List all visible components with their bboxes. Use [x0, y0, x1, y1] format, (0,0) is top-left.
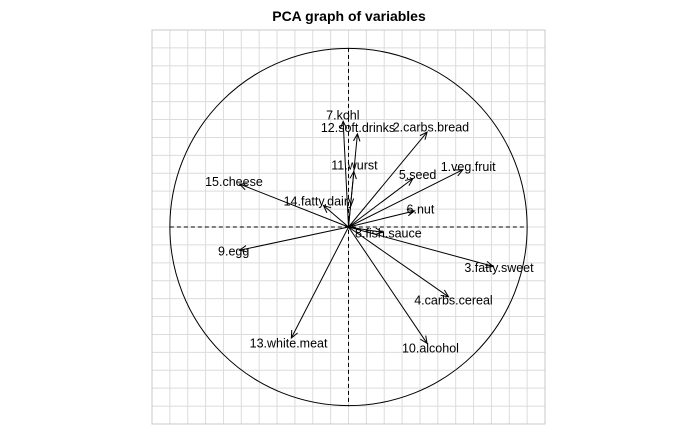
arrow-carbs-cereal — [348, 226, 449, 298]
label-fatty-sweet: 3.fatty.sweet — [464, 261, 534, 275]
arrow-fatty-sweet — [348, 226, 494, 267]
chart-title: PCA graph of variables — [272, 8, 426, 24]
arrowhead-egg — [238, 245, 248, 253]
arrowhead-cheese — [238, 183, 248, 191]
label-soft-drinks: 12.soft.drinks — [321, 121, 395, 135]
label-kohl: 7.kohl — [326, 108, 359, 122]
label-carbs-bread: 2.carbs.bread — [393, 120, 469, 134]
arrowhead-nut — [406, 208, 416, 217]
label-wurst: 11.wurst — [331, 159, 378, 173]
arrow-veg-fruit — [348, 169, 464, 228]
arrowhead-fatty-sweet — [485, 260, 495, 269]
arrowhead-seed — [404, 177, 414, 186]
variable-arrows — [238, 120, 495, 345]
label-veg-fruit: 1.veg.fruit — [441, 160, 496, 174]
arrow-nut — [348, 210, 415, 228]
label-fish-sauce: 8.fish.sauce — [355, 226, 422, 240]
arrow-kohl — [342, 121, 349, 228]
arrowhead-fatty-dairy — [322, 204, 332, 213]
arrow-carbs-bread — [348, 131, 428, 228]
label-carbs-cereal: 4.carbs.cereal — [414, 293, 493, 307]
arrowhead-soft-drinks — [353, 132, 361, 142]
arrowhead-white-meat — [290, 330, 298, 340]
arrowhead-fish-sauce — [374, 227, 384, 235]
arrowhead-kohl — [339, 120, 348, 129]
variable-labels: 1.veg.fruit 2.carbs.bread 3.fatty.sweet 4.c… — [205, 108, 534, 355]
label-egg: 9.egg — [218, 245, 249, 259]
arrowhead-carbs-cereal — [440, 289, 450, 298]
label-nut: 6.nut — [407, 202, 435, 216]
arrowhead-alcohol — [420, 335, 428, 345]
arrow-white-meat — [290, 226, 349, 339]
arrow-seed — [348, 178, 414, 228]
arrow-alcohol — [348, 226, 428, 344]
arrow-cheese — [239, 183, 349, 228]
arrow-soft-drinks — [348, 133, 358, 228]
arrow-fish-sauce — [348, 226, 383, 233]
label-white-meat: 13.white.meat — [250, 336, 328, 350]
arrow-fatty-dairy — [323, 205, 349, 228]
label-seed: 5.seed — [399, 168, 437, 182]
label-alcohol: 10.alcohol — [402, 341, 459, 355]
arrowhead-carbs-bread — [419, 131, 428, 140]
label-cheese: 15.cheese — [205, 175, 263, 189]
arrow-egg — [239, 226, 349, 251]
arrowhead-veg-fruit — [454, 169, 464, 177]
plot-frame — [151, 29, 546, 425]
label-fatty-dairy: 14.fatty.dairy — [284, 195, 355, 209]
